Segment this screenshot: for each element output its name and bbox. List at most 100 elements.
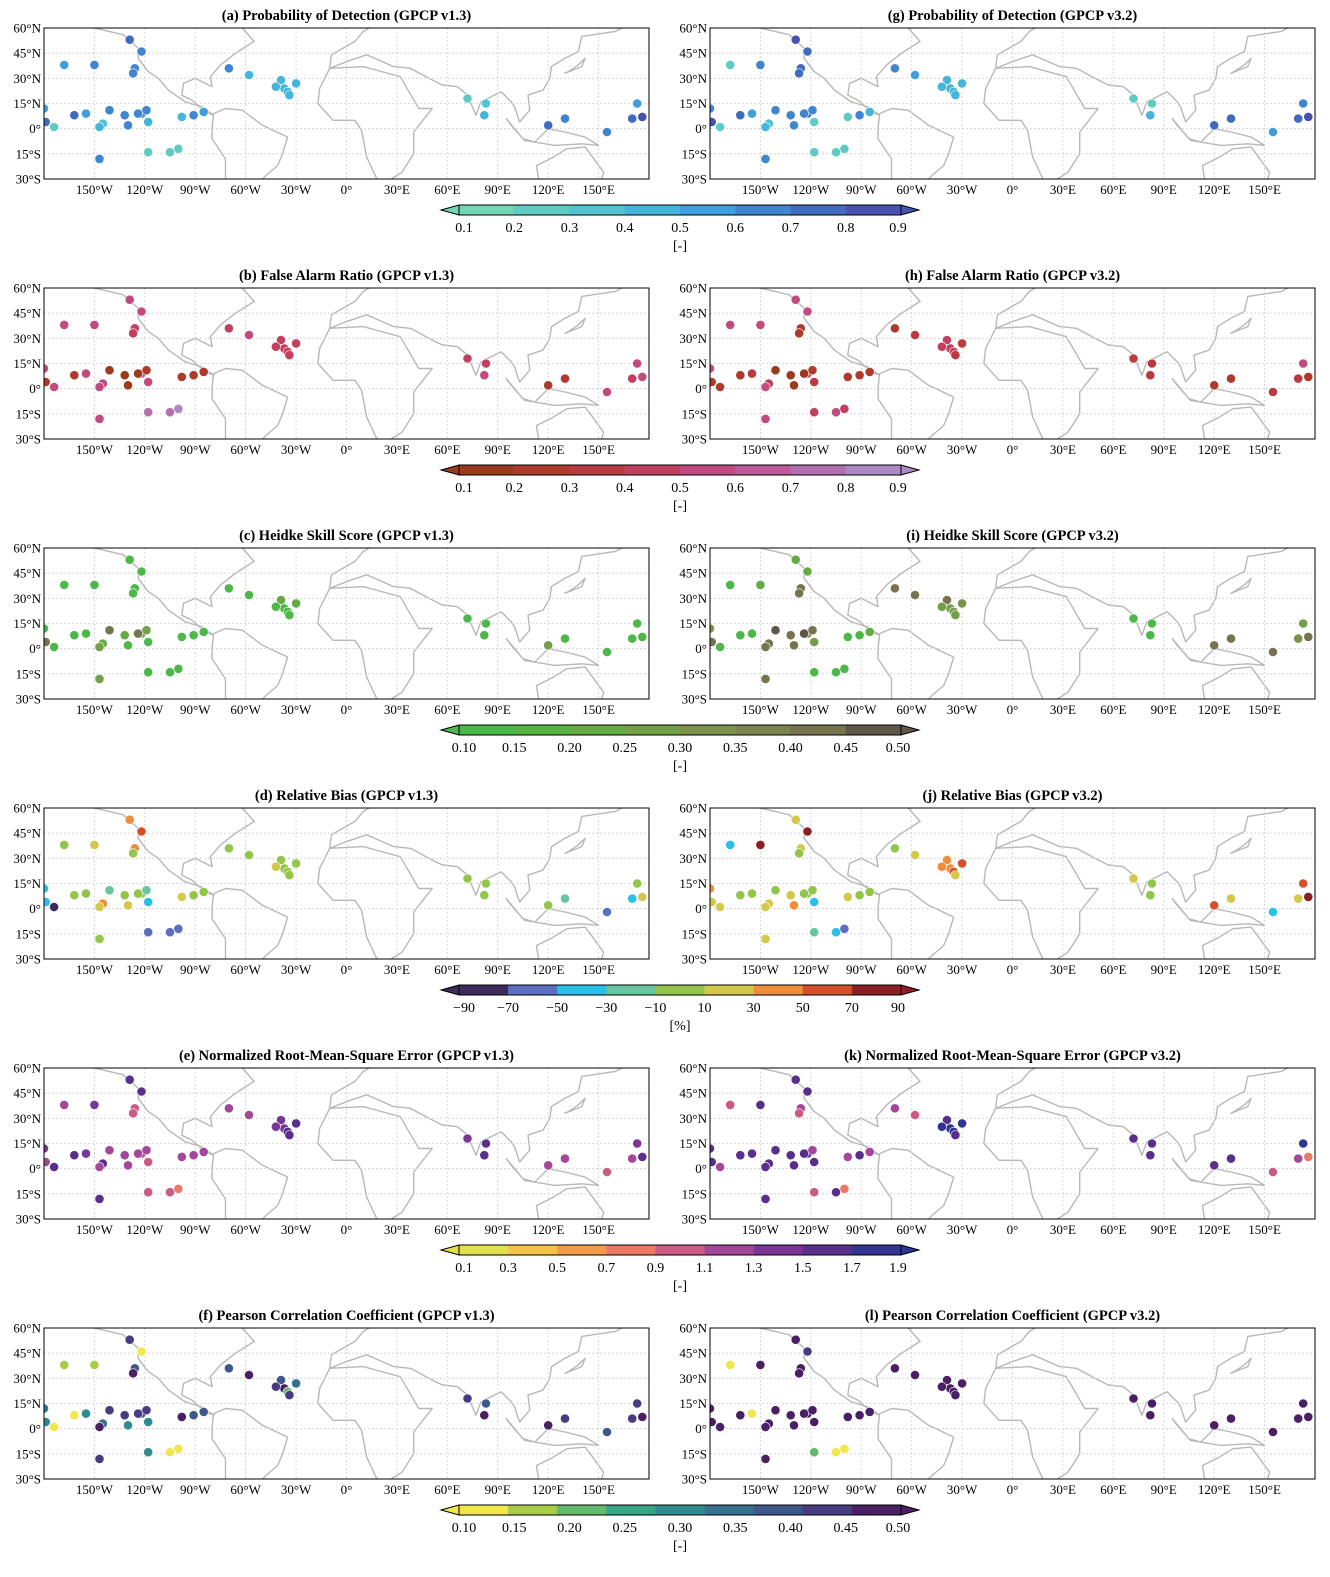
station-point	[94, 674, 105, 684]
colorbar-segment	[790, 465, 847, 475]
station-point	[842, 1412, 853, 1422]
station-point	[188, 630, 199, 641]
lat-tick-label: 0°	[29, 641, 41, 656]
colorbar-segment	[851, 1505, 902, 1515]
station-point	[831, 1447, 841, 1458]
lat-tick-label: 45°N	[679, 46, 707, 61]
lon-tick-label: 90°E	[485, 1482, 511, 1497]
station-point	[143, 117, 154, 127]
map-panel: (f) Pearson Correlation Coefficient (GPC…	[13, 1308, 650, 1497]
station-point	[462, 1133, 473, 1144]
station-point	[809, 1417, 820, 1427]
station-point	[133, 368, 143, 379]
colorbar-tick-label: 0.20	[557, 1521, 582, 1536]
station-point	[165, 407, 175, 418]
station-point	[89, 319, 100, 330]
coastline	[505, 377, 600, 407]
station-point	[176, 632, 187, 642]
colorbar-tick-label: 0.25	[613, 741, 638, 756]
station-point	[284, 610, 295, 620]
station-point	[725, 580, 736, 590]
station-point	[123, 120, 133, 131]
colorbar-segment	[624, 725, 681, 735]
station-point	[81, 888, 91, 899]
station-point	[104, 105, 115, 116]
station-point	[937, 81, 947, 92]
lat-tick-label: 45°N	[13, 306, 41, 321]
station-point	[1268, 647, 1278, 657]
station-point	[69, 890, 80, 901]
lat-tick-label: 45°N	[679, 1086, 707, 1101]
station-point	[165, 667, 175, 678]
station-point	[632, 1398, 643, 1409]
coastline	[1171, 1157, 1266, 1187]
lat-tick-label: 15°N	[679, 356, 707, 371]
coastline	[1171, 1417, 1266, 1447]
station-point	[1145, 630, 1156, 641]
colorbar-tick-label: 0.35	[723, 741, 748, 756]
lon-tick-label: 90°E	[1151, 442, 1177, 457]
coastline	[317, 65, 433, 179]
station-point	[802, 1086, 813, 1097]
station-point	[560, 633, 570, 644]
lon-tick-label: 60°W	[230, 442, 261, 457]
station-point	[799, 628, 809, 639]
lat-tick-label: 30°S	[16, 1472, 41, 1487]
station-point	[794, 848, 804, 859]
station-point	[807, 1145, 818, 1156]
station-point	[59, 840, 70, 850]
map-frame	[709, 1067, 1316, 1220]
station-point	[244, 850, 254, 860]
coastline	[211, 627, 289, 699]
coastline	[1230, 837, 1252, 854]
station-point	[141, 365, 152, 376]
colorbar-tick-label: 0.50	[886, 741, 911, 756]
lat-tick-label: 30°S	[16, 432, 41, 447]
colorbar-segment	[802, 1505, 853, 1515]
colorbar-segment	[606, 1245, 656, 1255]
lon-tick-label: 30°W	[281, 962, 312, 977]
station-point	[864, 366, 875, 377]
lon-tick-label: 60°W	[896, 442, 927, 457]
station-point	[44, 377, 51, 387]
colorbar: 0.1 0.3 0.5 0.7 0.9 1.1 1.3 1.5 1.7 1.9 [-]	[439, 1244, 921, 1294]
lon-tick-label: 0°	[341, 1482, 353, 1497]
station-point	[1268, 127, 1278, 137]
station-point	[276, 855, 286, 865]
colorbar-tick-label: 0.3	[561, 221, 579, 236]
station-point	[479, 890, 490, 901]
station-point	[188, 1150, 199, 1161]
station-point	[89, 1360, 100, 1370]
station-point	[770, 885, 781, 896]
lon-tick-label: 90°W	[180, 1482, 211, 1497]
colorbar-tick-label: 0.5	[671, 221, 689, 236]
station-point	[270, 861, 281, 872]
lat-tick-label: 15°S	[16, 666, 41, 681]
lon-tick-label: 30°W	[947, 1482, 978, 1497]
lat-tick-label: 0°	[29, 121, 41, 136]
lat-tick-label: 60°N	[13, 1321, 41, 1336]
station-point	[165, 147, 175, 158]
lat-tick-label: 30°N	[679, 1371, 707, 1386]
map-frame	[709, 807, 1316, 960]
lon-tick-label: 120°E	[1198, 962, 1231, 977]
coastline	[564, 1357, 586, 1374]
station-point	[831, 667, 841, 678]
colorbar-tick-label: 0.45	[834, 1521, 859, 1536]
map-content	[44, 808, 649, 959]
station-point	[1303, 371, 1314, 382]
colorbar-tick-label: 10	[698, 1001, 712, 1016]
station-point	[1298, 1138, 1309, 1149]
map-content	[44, 28, 649, 179]
colorbar-segment	[704, 985, 754, 995]
lon-tick-label: 30°E	[384, 442, 410, 457]
colorbar-tick-label: 0.20	[557, 741, 582, 756]
station-point	[789, 1420, 799, 1431]
station-point	[725, 1100, 736, 1110]
lon-tick-label: 150°E	[582, 1222, 615, 1237]
lon-tick-label: 150°W	[76, 1482, 114, 1497]
colorbar-tick-label: 0.8	[837, 481, 855, 496]
station-point	[957, 858, 967, 869]
station-point	[270, 341, 281, 352]
coastline	[995, 28, 1290, 123]
